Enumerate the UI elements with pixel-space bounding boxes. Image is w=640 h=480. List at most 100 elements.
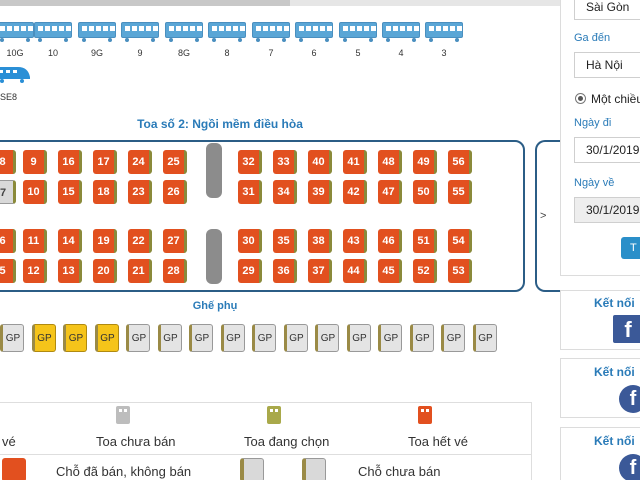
extra-seat[interactable]: GP	[31, 324, 56, 352]
coach-car-icon[interactable]	[208, 22, 246, 46]
seat-42[interactable]: 42	[343, 180, 367, 204]
seat-12[interactable]: 12	[23, 259, 47, 283]
seat-37[interactable]: 37	[308, 259, 332, 283]
seat-31[interactable]: 31	[238, 180, 262, 204]
seat-30[interactable]: 30	[238, 229, 262, 253]
seat-16[interactable]: 16	[58, 150, 82, 174]
from-station-field[interactable]: Sài Gòn	[574, 0, 640, 20]
seat-19[interactable]: 19	[93, 229, 117, 253]
seat-46[interactable]: 46	[378, 229, 402, 253]
seat-43[interactable]: 43	[343, 229, 367, 253]
seat-54[interactable]: 54	[448, 229, 472, 253]
seat-20[interactable]: 20	[93, 259, 117, 283]
coach-car-icon[interactable]	[382, 22, 420, 46]
extra-seat[interactable]: GP	[378, 324, 402, 352]
extra-seat[interactable]: GP	[346, 324, 371, 352]
seat-38[interactable]: 38	[308, 229, 332, 253]
seat-48[interactable]: 48	[378, 150, 402, 174]
next-coach-arrow-icon[interactable]: >	[540, 210, 547, 222]
depart-date-field[interactable]: 30/1/2019	[574, 137, 640, 163]
coach-car-icon[interactable]	[339, 22, 377, 46]
facebook-icon[interactable]: f	[613, 315, 640, 343]
seat-23[interactable]: 23	[128, 180, 152, 204]
extra-seat[interactable]: GP	[441, 324, 465, 352]
seat-5[interactable]: 5	[0, 259, 16, 283]
extra-seat[interactable]: GP	[157, 324, 182, 352]
coach-car-icon[interactable]	[425, 22, 463, 46]
coach-frame	[0, 140, 525, 292]
coach-car-label: 3	[441, 48, 447, 58]
extra-seat[interactable]: GP	[94, 324, 119, 352]
extra-seat[interactable]: GP	[252, 324, 276, 352]
seat-39[interactable]: 39	[308, 180, 332, 204]
horizontal-scrollbar[interactable]	[0, 0, 560, 6]
extra-seat[interactable]: GP	[0, 324, 24, 352]
seat-41[interactable]: 41	[343, 150, 367, 174]
seat-55[interactable]: 55	[448, 180, 472, 204]
seat-29[interactable]: 29	[238, 259, 262, 283]
seat-50[interactable]: 50	[413, 180, 437, 204]
coach-car-label: 4	[398, 48, 404, 58]
seat-21[interactable]: 21	[128, 259, 152, 283]
seat-51[interactable]: 51	[413, 229, 437, 253]
seat-28[interactable]: 28	[163, 259, 187, 283]
seat-17[interactable]: 17	[93, 150, 117, 174]
train-locomotive-icon[interactable]	[0, 64, 32, 84]
seat-47[interactable]: 47	[378, 180, 402, 204]
coach-car-icon[interactable]	[34, 22, 72, 46]
seat-33[interactable]: 33	[273, 150, 297, 174]
seat-56[interactable]: 56	[448, 150, 472, 174]
seat-18[interactable]: 18	[93, 180, 117, 204]
seat-26[interactable]: 26	[163, 180, 187, 204]
one-way-radio[interactable]	[575, 93, 586, 104]
extra-seat[interactable]: GP	[409, 324, 434, 352]
extra-seat[interactable]: GP	[63, 324, 87, 352]
seat-10[interactable]: 10	[23, 180, 47, 204]
seat-44[interactable]: 44	[343, 259, 367, 283]
seat-9[interactable]: 9	[23, 150, 47, 174]
to-station-field[interactable]: Hà Nội	[574, 52, 640, 78]
seat-27[interactable]: 27	[163, 229, 187, 253]
seat-52[interactable]: 52	[413, 259, 437, 283]
seat-8[interactable]: 8	[0, 150, 16, 174]
search-button[interactable]: T	[621, 237, 640, 259]
seat-7[interactable]: 7	[0, 180, 16, 204]
seat-11[interactable]: 11	[23, 229, 47, 253]
seat-14[interactable]: 14	[58, 229, 82, 253]
facebook-icon[interactable]: f	[619, 385, 640, 413]
legend-coach-unsold: Toa chưa bán	[96, 434, 176, 449]
coach-car-icon[interactable]	[78, 22, 116, 46]
seat-22[interactable]: 22	[128, 229, 152, 253]
coach-car-icon[interactable]	[0, 22, 34, 46]
seat-35[interactable]: 35	[273, 229, 297, 253]
seat-45[interactable]: 45	[378, 259, 402, 283]
seat-24[interactable]: 24	[128, 150, 152, 174]
return-date-field[interactable]: 30/1/2019	[574, 197, 640, 223]
extra-seat[interactable]: GP	[220, 324, 245, 352]
legend-divider	[0, 454, 532, 455]
seat-36[interactable]: 36	[273, 259, 297, 283]
coach-car-icon[interactable]	[165, 22, 203, 46]
seat-13[interactable]: 13	[58, 259, 82, 283]
coach-car-label: 10	[47, 48, 58, 58]
extra-seat[interactable]: GP	[126, 324, 150, 352]
scrollbar-thumb[interactable]	[0, 0, 290, 6]
seat-49[interactable]: 49	[413, 150, 437, 174]
coach-car-icon[interactable]	[295, 22, 333, 46]
coach-car-icon[interactable]	[121, 22, 159, 46]
to-station-label: Ga đến	[574, 32, 611, 44]
seat-53[interactable]: 53	[448, 259, 472, 283]
seat-34[interactable]: 34	[273, 180, 297, 204]
extra-seat[interactable]: GP	[315, 324, 339, 352]
seat-32[interactable]: 32	[238, 150, 262, 174]
seat-25[interactable]: 25	[163, 150, 187, 174]
seat-15[interactable]: 15	[58, 180, 82, 204]
next-coach-frame[interactable]	[535, 140, 575, 292]
extra-seat[interactable]: GP	[472, 324, 497, 352]
seat-40[interactable]: 40	[308, 150, 332, 174]
seat-6[interactable]: 6	[0, 229, 16, 253]
extra-seat[interactable]: GP	[189, 324, 213, 352]
coach-car-icon[interactable]	[252, 22, 290, 46]
extra-seat[interactable]: GP	[283, 324, 308, 352]
facebook-icon[interactable]: f	[619, 454, 640, 480]
